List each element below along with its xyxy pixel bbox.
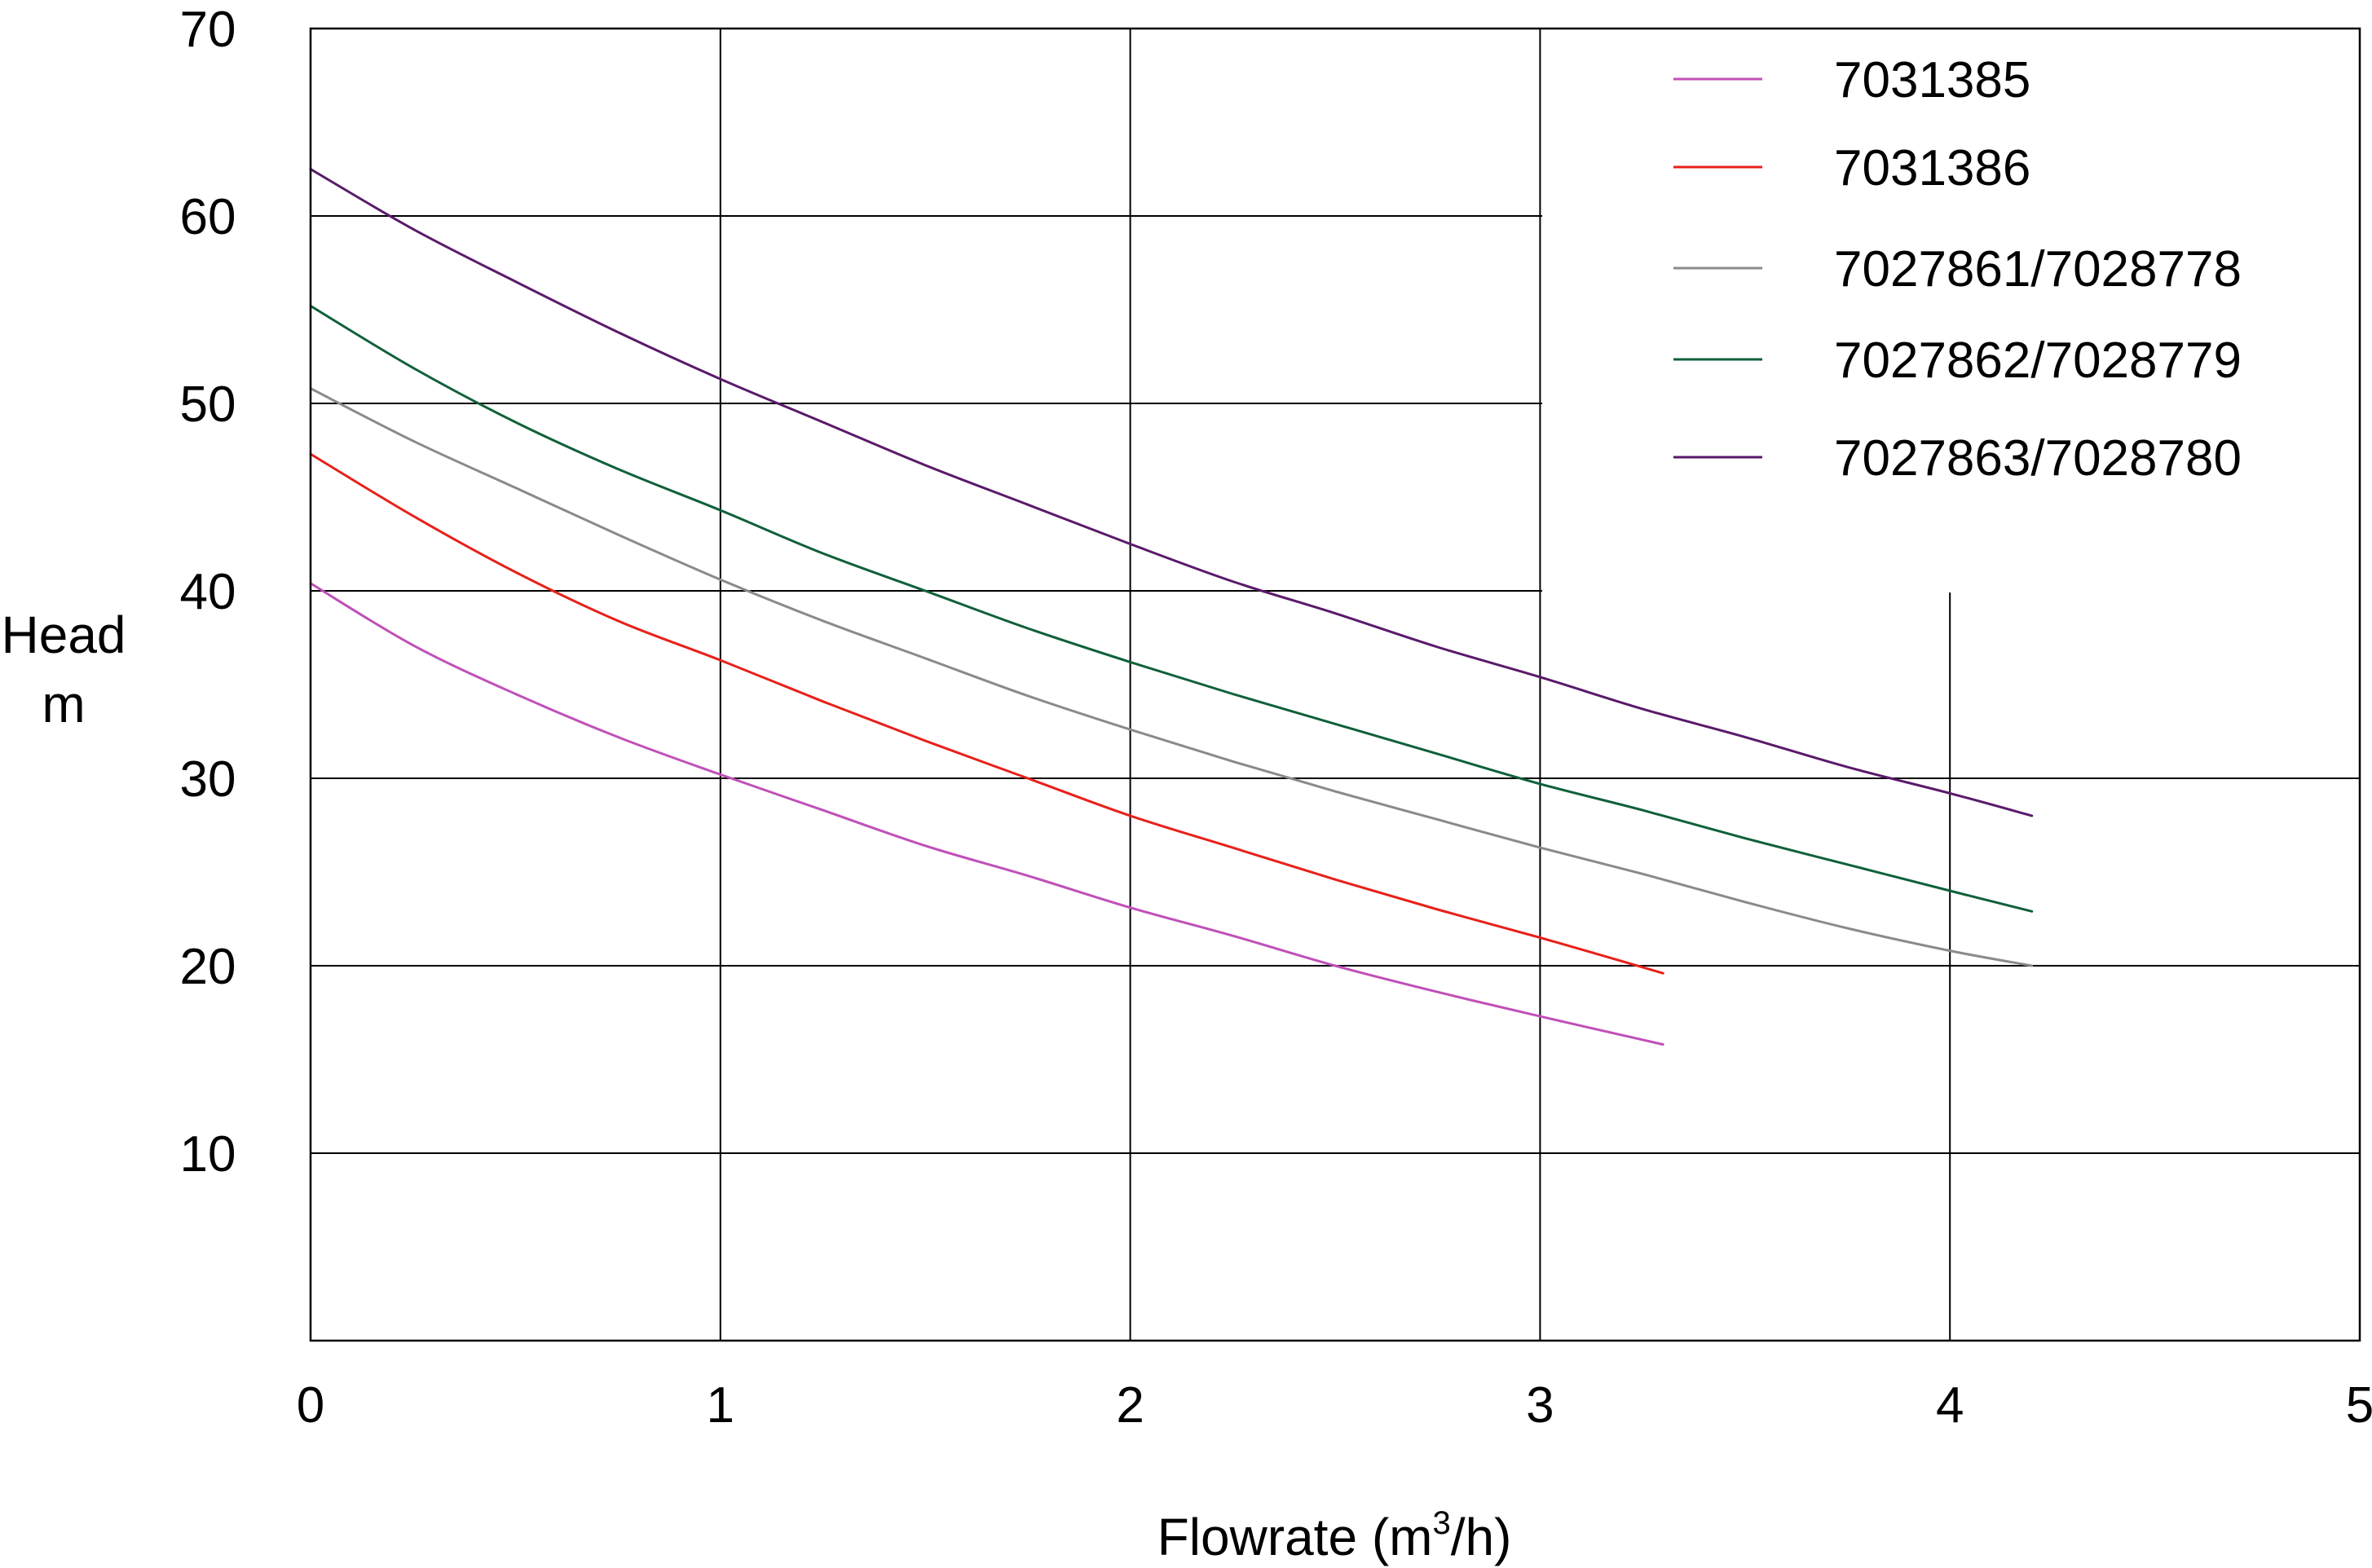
x-axis-label-superscript: 3 [1432, 1505, 1450, 1541]
y-tick-label: 70 [180, 2, 236, 58]
y-tick-label: 30 [180, 751, 236, 808]
series-line-7027861-7028778 [309, 387, 2034, 967]
y-tick-label: 60 [180, 189, 236, 245]
grid [311, 29, 2360, 1341]
legend-label: 7027862/7028779 [1834, 333, 2242, 389]
x-tick-label: 1 [707, 1377, 734, 1434]
legend: 7031385 7031386 7027861/7028778 7027862/702… [1673, 52, 2242, 487]
x-tick-label: 2 [1116, 1377, 1144, 1434]
series-line-7027863-7028780 [309, 168, 2034, 817]
y-axis-label-line2: m [42, 675, 85, 733]
y-axis-label-line1: Head [2, 606, 126, 664]
x-tick-label: 3 [1526, 1377, 1554, 1434]
y-tick-label: 20 [180, 939, 236, 995]
plot-frame [309, 27, 2361, 1342]
x-axis-label-tail: /h) [1451, 1508, 1512, 1566]
x-tick-label: 4 [1936, 1377, 1964, 1434]
y-tick-label: 40 [180, 564, 236, 620]
y-tick-label: 50 [180, 377, 236, 433]
tick-labels: 0 1 2 3 4 5 10 20 30 40 50 60 70 [180, 2, 2372, 1434]
series-line-7031386 [309, 452, 1664, 975]
x-axis-label: Flowrate (m3/h) [1157, 1505, 1512, 1566]
x-axis-label-main: Flowrate (m [1157, 1508, 1433, 1566]
series-lines [309, 168, 2034, 1046]
x-tick-label: 0 [297, 1377, 324, 1434]
legend-label: 7031386 [1834, 140, 2030, 196]
y-tick-label: 10 [180, 1126, 236, 1183]
series-line-7031385 [309, 582, 1664, 1046]
legend-label: 7031385 [1834, 52, 2030, 108]
series-line-7027862-7028779 [309, 304, 2034, 913]
legend-label: 7027861/7028778 [1834, 241, 2242, 297]
x-tick-label: 5 [2346, 1377, 2372, 1434]
legend-label: 7027863/7028780 [1834, 430, 2242, 487]
